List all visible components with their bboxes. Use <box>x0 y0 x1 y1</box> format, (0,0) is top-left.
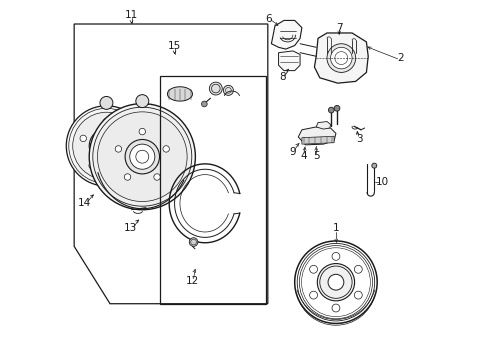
Circle shape <box>93 107 191 206</box>
Circle shape <box>73 112 140 180</box>
Circle shape <box>309 291 317 299</box>
Circle shape <box>89 162 95 169</box>
Circle shape <box>124 174 130 180</box>
Text: 2: 2 <box>396 53 403 63</box>
Circle shape <box>223 85 233 95</box>
Text: 7: 7 <box>336 23 342 33</box>
Circle shape <box>309 265 317 273</box>
Circle shape <box>129 144 155 169</box>
Circle shape <box>99 139 113 153</box>
Circle shape <box>80 135 86 141</box>
Circle shape <box>354 291 362 299</box>
Polygon shape <box>298 127 335 145</box>
Circle shape <box>209 82 222 95</box>
Circle shape <box>125 139 159 174</box>
Circle shape <box>103 118 109 125</box>
Text: 15: 15 <box>167 41 181 50</box>
Circle shape <box>201 101 207 107</box>
Text: 13: 13 <box>124 224 137 233</box>
Circle shape <box>97 112 187 202</box>
Circle shape <box>93 132 120 159</box>
Text: 9: 9 <box>289 147 296 157</box>
Polygon shape <box>301 136 333 144</box>
Circle shape <box>317 264 354 301</box>
Circle shape <box>163 146 169 152</box>
Circle shape <box>154 174 160 180</box>
Circle shape <box>331 304 339 312</box>
Circle shape <box>117 162 124 169</box>
Circle shape <box>354 265 362 273</box>
Text: 6: 6 <box>264 14 271 24</box>
Circle shape <box>89 129 123 163</box>
Polygon shape <box>278 51 300 71</box>
Circle shape <box>331 252 339 260</box>
Text: 4: 4 <box>300 150 307 161</box>
Circle shape <box>66 106 146 186</box>
Text: 12: 12 <box>185 276 199 286</box>
Bar <box>160 76 265 304</box>
Circle shape <box>333 105 339 111</box>
Circle shape <box>189 238 198 246</box>
Text: 8: 8 <box>278 72 285 82</box>
Circle shape <box>330 47 351 69</box>
Circle shape <box>327 274 343 290</box>
Polygon shape <box>316 122 330 129</box>
Text: 11: 11 <box>124 10 138 20</box>
Circle shape <box>115 146 122 152</box>
Circle shape <box>100 96 113 109</box>
Text: 5: 5 <box>312 150 319 161</box>
Text: 14: 14 <box>78 198 91 208</box>
Circle shape <box>126 135 133 141</box>
Circle shape <box>328 107 333 113</box>
Circle shape <box>139 129 145 135</box>
Text: 10: 10 <box>375 177 388 187</box>
Circle shape <box>371 163 376 168</box>
Text: 1: 1 <box>332 224 339 233</box>
Circle shape <box>326 44 355 72</box>
Polygon shape <box>167 87 192 101</box>
Circle shape <box>136 95 148 108</box>
Polygon shape <box>271 21 301 49</box>
Circle shape <box>89 104 195 210</box>
Polygon shape <box>314 33 367 83</box>
Text: 3: 3 <box>355 134 362 144</box>
